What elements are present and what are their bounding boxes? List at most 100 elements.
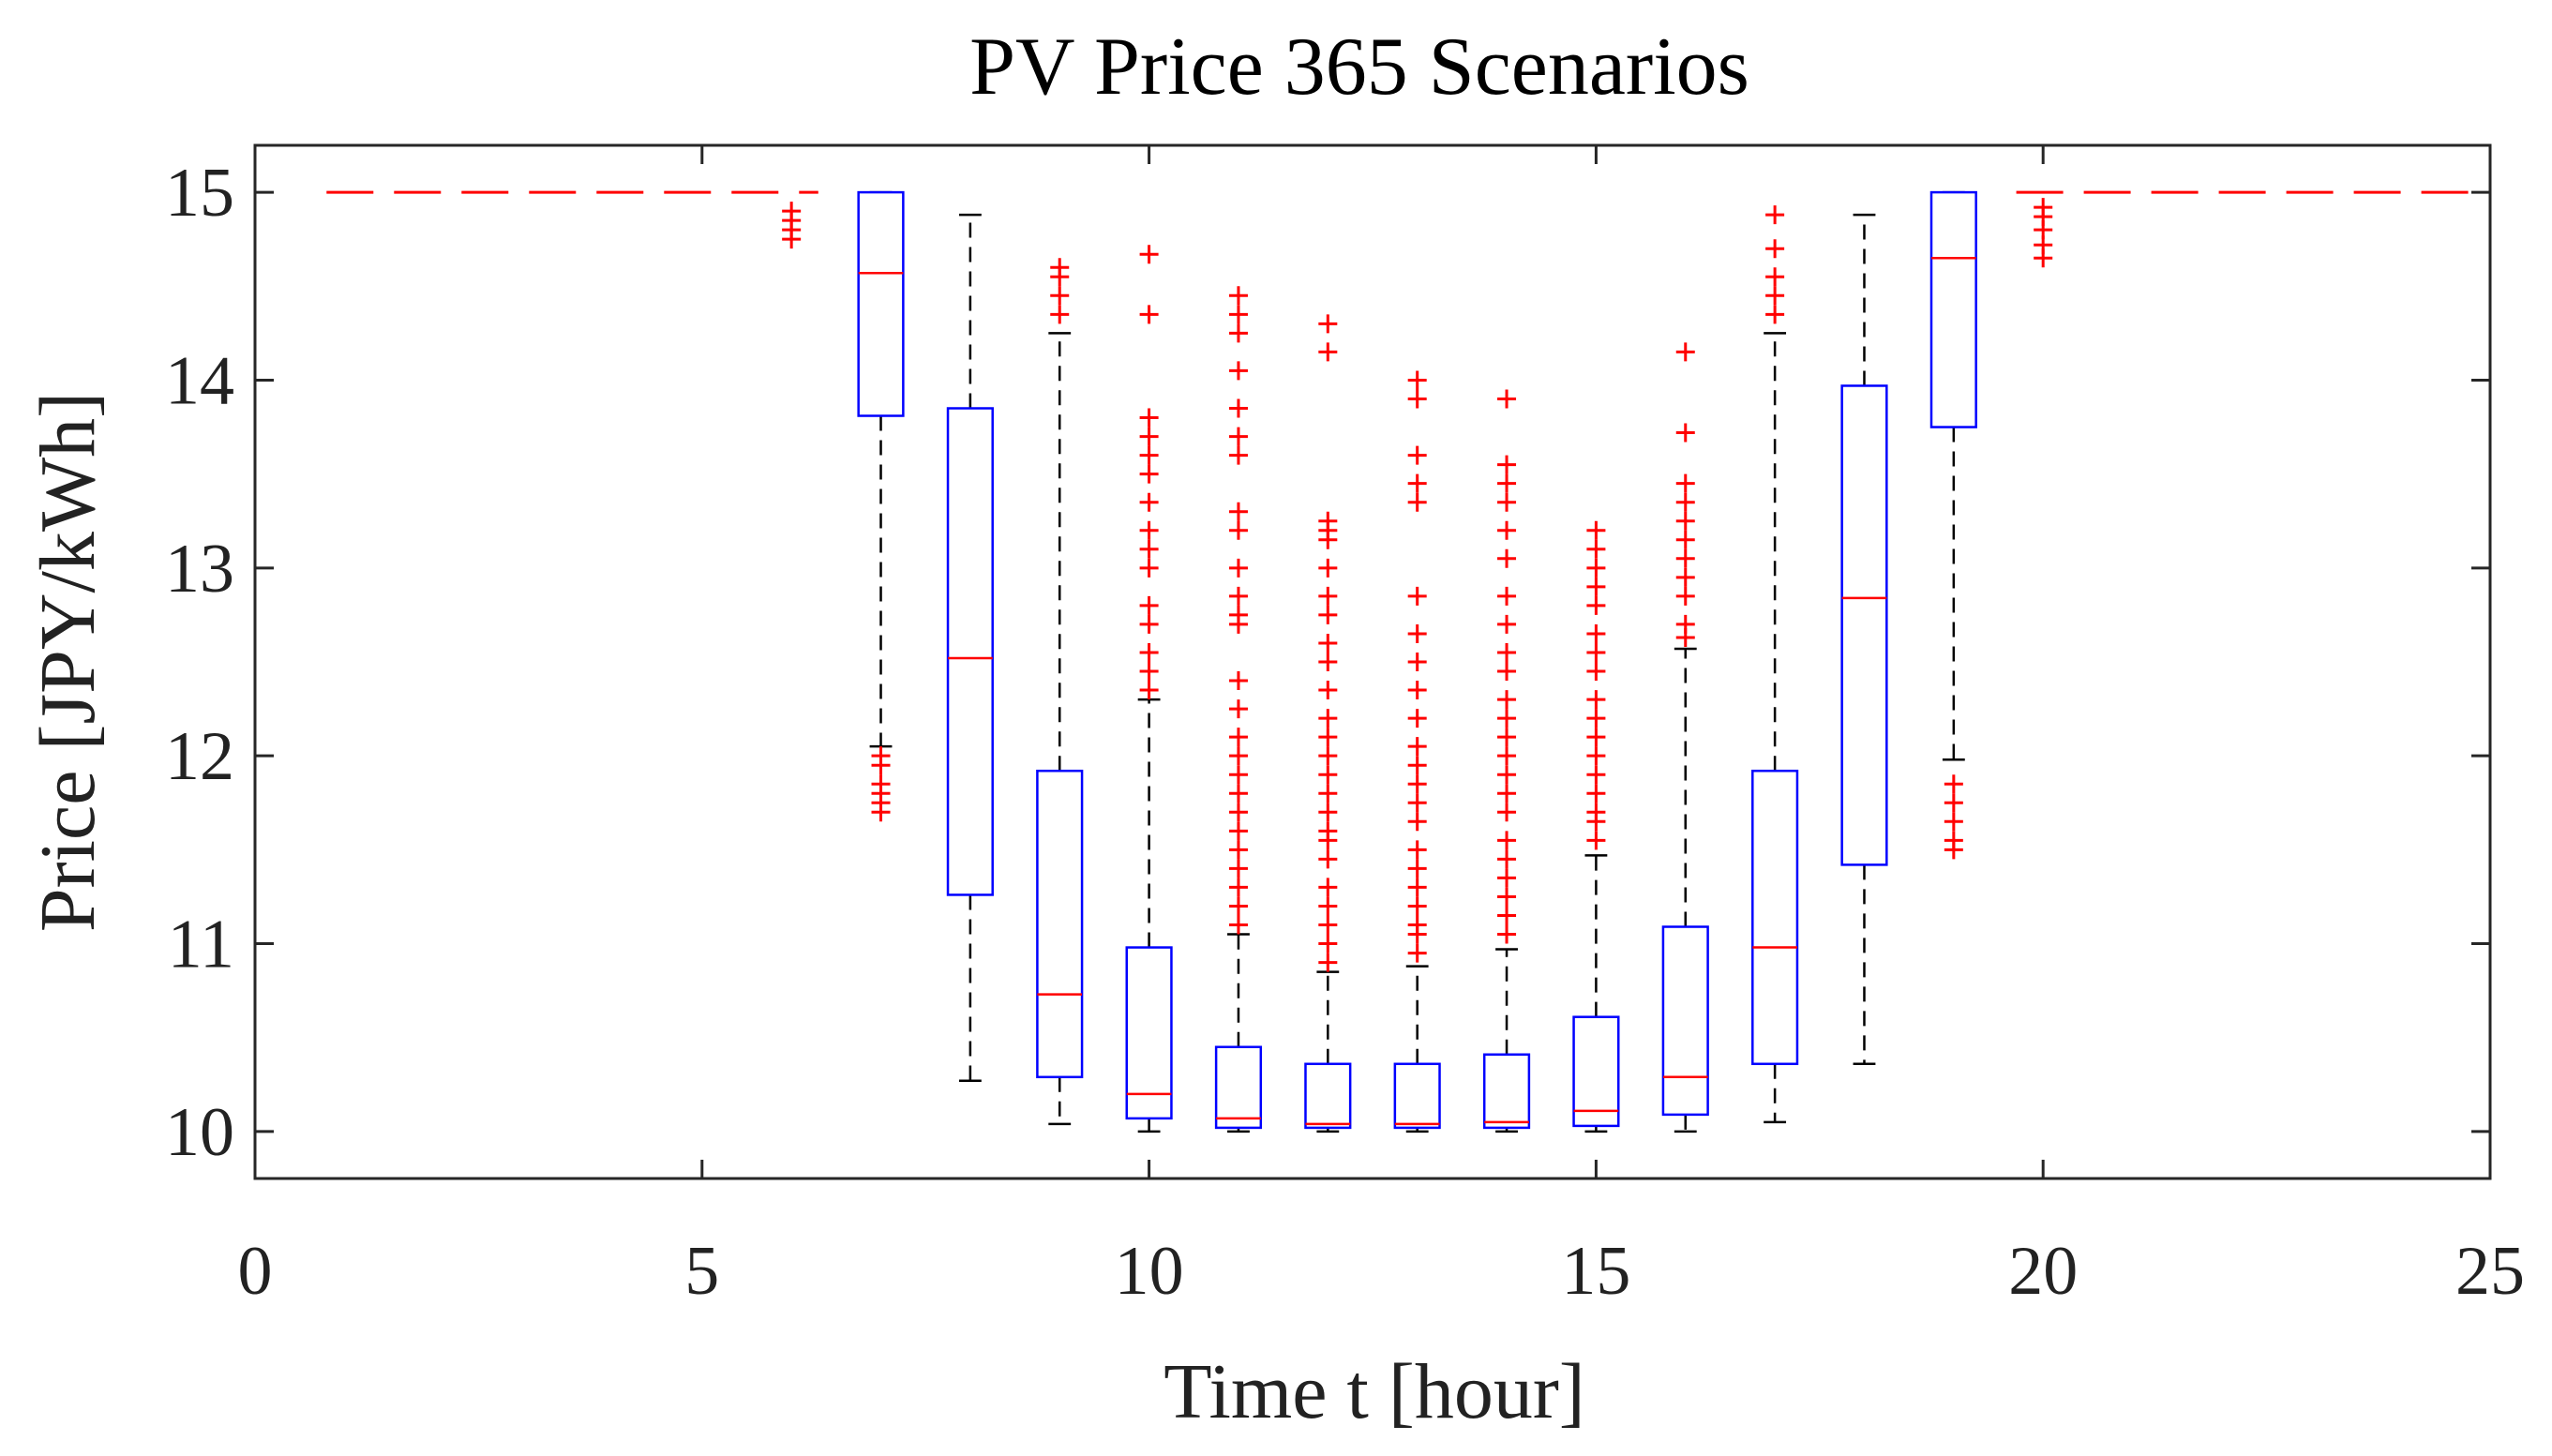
outlier-h11-17 — [1228, 558, 1248, 578]
outlier-h15-8 — [1586, 709, 1606, 728]
outlier-h13-5 — [1407, 878, 1427, 897]
outlier-h19-5 — [1944, 840, 1963, 860]
outlier-h16-5 — [1675, 548, 1695, 568]
outlier-h12-25 — [1318, 314, 1338, 334]
box-h8 — [946, 407, 994, 896]
outlier-h17-1 — [1765, 305, 1785, 324]
outlier-h10-1 — [1139, 681, 1159, 700]
axes-frame — [253, 143, 2492, 1180]
outlier-h11-3 — [1228, 878, 1248, 897]
outlier-h12-17 — [1318, 633, 1338, 653]
outlier-h13-17 — [1407, 586, 1427, 606]
outlier-h11-8 — [1228, 784, 1248, 803]
outlier-h14-7 — [1497, 803, 1517, 822]
outlier-h11-18 — [1228, 520, 1248, 540]
outlier-h15-1 — [1586, 831, 1606, 850]
y-tick-label-15: 15 — [165, 155, 234, 232]
outlier-h15-11 — [1586, 642, 1606, 662]
outlier-h7-6 — [871, 803, 891, 822]
outlier-h12-4 — [1318, 896, 1338, 916]
outlier-h14-6 — [1497, 831, 1517, 850]
outlier-h10-5 — [1139, 595, 1159, 615]
outlier-h11-5 — [1228, 840, 1248, 860]
outlier-h14-2 — [1497, 906, 1517, 925]
outlier-h12-13 — [1318, 728, 1338, 747]
outlier-h11-1 — [1228, 915, 1248, 935]
outlier-h13-7 — [1407, 840, 1427, 860]
y-tick-label-13: 13 — [165, 531, 234, 608]
outlier-h14-1 — [1497, 924, 1517, 944]
outlier-h11-22 — [1228, 398, 1248, 418]
outlier-h17-3 — [1765, 267, 1785, 287]
outlier-h11-25 — [1228, 305, 1248, 324]
outlier-h14-4 — [1497, 868, 1517, 888]
y-axis-label: Price [JPY/kWh] — [24, 392, 112, 932]
boxes — [857, 190, 1977, 1130]
box-h11 — [1214, 1045, 1263, 1130]
outlier-h10-13 — [1139, 408, 1159, 428]
outlier-h17-2 — [1765, 286, 1785, 306]
outlier-h13-21 — [1407, 389, 1427, 409]
outlier-h13-1 — [1407, 943, 1427, 963]
outlier-h16-2 — [1675, 614, 1695, 634]
outlier-h13-22 — [1407, 370, 1427, 390]
outlier-h13-13 — [1407, 709, 1427, 728]
outlier-h11-24 — [1228, 323, 1248, 343]
outlier-h15-9 — [1586, 690, 1606, 710]
outlier-h12-24 — [1318, 342, 1338, 362]
outlier-h14-20 — [1497, 492, 1517, 512]
outlier-h13-9 — [1407, 793, 1427, 813]
outlier-h19-2 — [1944, 793, 1963, 813]
outlier-h12-5 — [1318, 878, 1338, 897]
outlier-h10-7 — [1139, 539, 1159, 559]
x-axis-label: Time t [hour] — [1163, 1348, 1585, 1435]
axis-ticks — [253, 145, 2492, 1178]
outlier-h11-26 — [1228, 286, 1248, 306]
box-h9 — [1036, 769, 1084, 1079]
outliers — [782, 198, 2053, 972]
outlier-h10-14 — [1139, 305, 1159, 324]
outlier-h11-11 — [1228, 728, 1248, 747]
outlier-h12-18 — [1318, 605, 1338, 624]
outlier-h13-6 — [1407, 859, 1427, 878]
outlier-h19-1 — [1944, 774, 1963, 794]
outlier-h13-8 — [1407, 812, 1427, 832]
box-h18 — [1840, 384, 1888, 866]
outlier-h12-15 — [1318, 681, 1338, 700]
outlier-h14-19 — [1497, 520, 1517, 540]
outlier-h13-11 — [1407, 756, 1427, 775]
outlier-h12-12 — [1318, 746, 1338, 766]
outlier-h16-9 — [1675, 473, 1695, 493]
outlier-h13-18 — [1407, 492, 1427, 512]
chart-title: PV Price 365 Scenarios — [969, 22, 1749, 113]
outlier-h16-3 — [1675, 586, 1695, 606]
y-tick-label-11: 11 — [168, 907, 234, 983]
outlier-h17-4 — [1765, 239, 1785, 259]
outlier-h12-14 — [1318, 709, 1338, 728]
outlier-h17-5 — [1765, 205, 1785, 225]
outlier-h11-12 — [1228, 699, 1248, 719]
outlier-h14-13 — [1497, 690, 1517, 710]
outlier-h10-4 — [1139, 614, 1159, 634]
outlier-h15-16 — [1586, 539, 1606, 559]
box-h12 — [1304, 1062, 1352, 1130]
outlier-h15-6 — [1586, 746, 1606, 766]
outlier-h7-2 — [871, 756, 891, 775]
outlier-h11-10 — [1228, 746, 1248, 766]
outlier-h16-7 — [1675, 511, 1695, 531]
outlier-h14-9 — [1497, 765, 1517, 785]
outlier-h10-2 — [1139, 662, 1159, 682]
box-h19 — [1929, 190, 1977, 428]
outlier-h13-19 — [1407, 473, 1427, 493]
outlier-h14-15 — [1497, 642, 1517, 662]
outlier-h14-21 — [1497, 473, 1517, 493]
outlier-h11-4 — [1228, 859, 1248, 878]
outlier-h19-3 — [1944, 812, 1963, 832]
outlier-h10-12 — [1139, 427, 1159, 446]
outlier-h12-1 — [1318, 953, 1338, 972]
outlier-h13-4 — [1407, 896, 1427, 916]
box-h10 — [1125, 946, 1173, 1120]
outlier-h9-4 — [1050, 258, 1070, 278]
outlier-h14-3 — [1497, 887, 1517, 907]
